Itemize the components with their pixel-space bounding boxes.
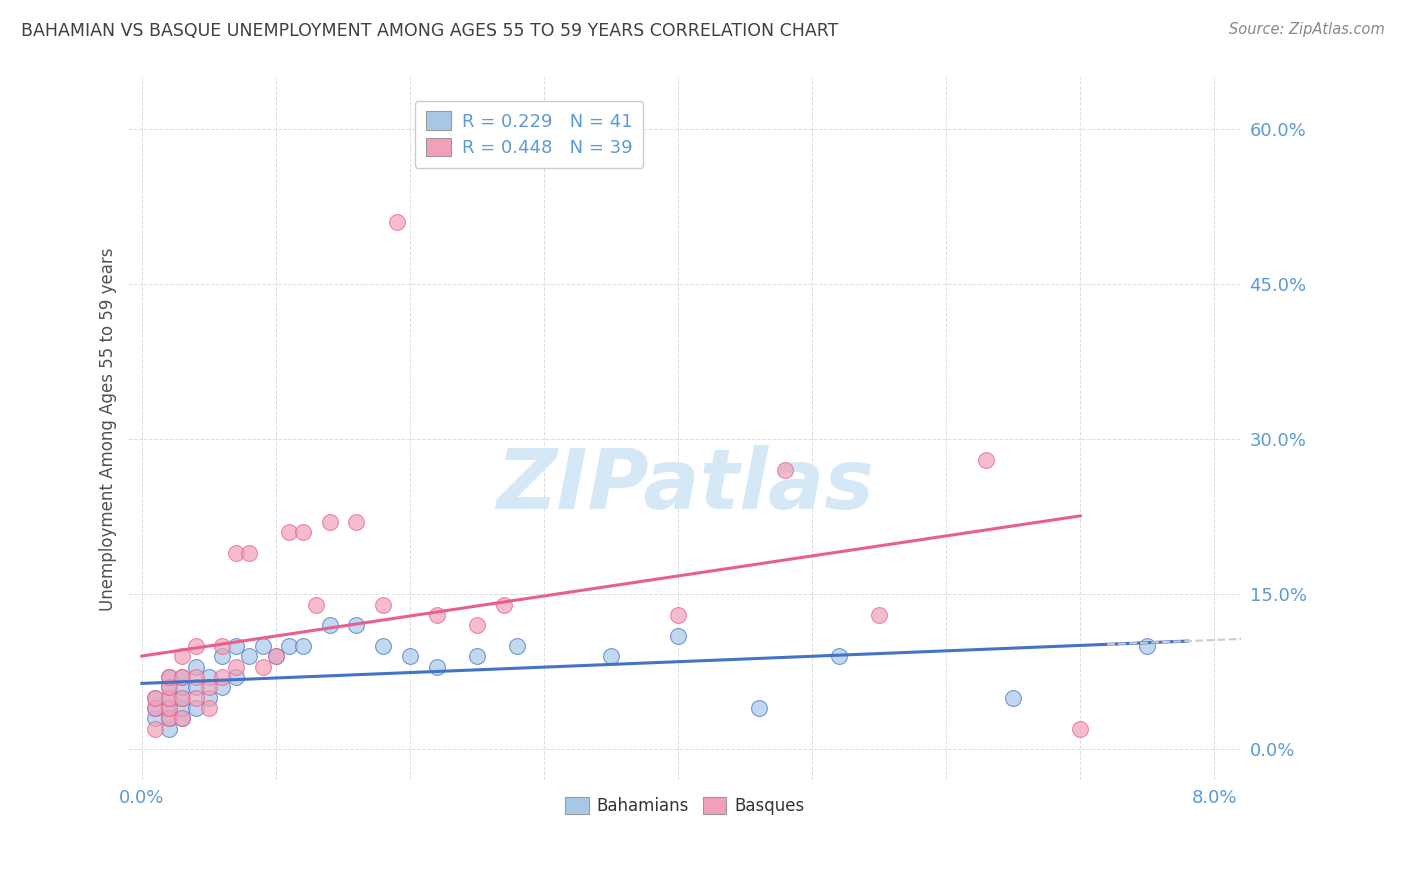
Point: [143, 722, 166, 736]
Point: [143, 690, 166, 705]
Point: [157, 680, 180, 694]
Point: [143, 690, 166, 705]
Point: [775, 463, 797, 477]
Point: [278, 525, 301, 540]
Point: [143, 701, 166, 715]
Point: [373, 639, 395, 653]
Point: [426, 607, 449, 622]
Point: [172, 670, 194, 684]
Point: [184, 701, 207, 715]
Point: [399, 649, 422, 664]
Point: [198, 690, 221, 705]
Point: [305, 598, 328, 612]
Point: [264, 649, 287, 664]
Point: [344, 618, 367, 632]
Point: [157, 690, 180, 705]
Point: [225, 670, 247, 684]
Point: [198, 701, 221, 715]
Point: [157, 670, 180, 684]
Point: [252, 639, 274, 653]
Point: [373, 598, 395, 612]
Point: [143, 701, 166, 715]
Point: [225, 659, 247, 673]
Point: [225, 639, 247, 653]
Point: [157, 701, 180, 715]
Point: [211, 670, 233, 684]
Point: [748, 701, 770, 715]
Point: [211, 649, 233, 664]
Point: [1002, 690, 1025, 705]
Point: [172, 670, 194, 684]
Point: [264, 649, 287, 664]
Point: [184, 639, 207, 653]
Point: [157, 670, 180, 684]
Point: [666, 607, 689, 622]
Point: [172, 680, 194, 694]
Point: [172, 690, 194, 705]
Point: [184, 659, 207, 673]
Point: [157, 711, 180, 725]
Y-axis label: Unemployment Among Ages 55 to 59 years: Unemployment Among Ages 55 to 59 years: [100, 247, 117, 611]
Point: [828, 649, 851, 664]
Point: [426, 659, 449, 673]
Point: [291, 525, 314, 540]
Point: [291, 639, 314, 653]
Point: [172, 649, 194, 664]
Point: [238, 649, 260, 664]
Point: [157, 690, 180, 705]
Point: [172, 711, 194, 725]
Point: [252, 659, 274, 673]
Point: [465, 618, 488, 632]
Point: [976, 453, 998, 467]
Point: [211, 680, 233, 694]
Text: ZIPatlas: ZIPatlas: [496, 444, 873, 525]
Text: BAHAMIAN VS BASQUE UNEMPLOYMENT AMONG AGES 55 TO 59 YEARS CORRELATION CHART: BAHAMIAN VS BASQUE UNEMPLOYMENT AMONG AG…: [21, 22, 838, 40]
Point: [318, 515, 340, 529]
Point: [868, 607, 890, 622]
Point: [225, 546, 247, 560]
Point: [172, 701, 194, 715]
Point: [238, 546, 260, 560]
Point: [211, 639, 233, 653]
Point: [465, 649, 488, 664]
Point: [172, 711, 194, 725]
Point: [385, 215, 408, 229]
Legend: Bahamians, Basques: Bahamians, Basques: [555, 787, 814, 825]
Point: [157, 711, 180, 725]
Point: [184, 680, 207, 694]
Point: [318, 618, 340, 632]
Point: [278, 639, 301, 653]
Point: [184, 690, 207, 705]
Point: [198, 680, 221, 694]
Point: [1136, 639, 1159, 653]
Point: [666, 629, 689, 643]
Point: [492, 598, 515, 612]
Point: [157, 701, 180, 715]
Point: [143, 711, 166, 725]
Point: [506, 639, 529, 653]
Point: [184, 670, 207, 684]
Point: [157, 722, 180, 736]
Point: [344, 515, 367, 529]
Point: [172, 690, 194, 705]
Point: [198, 670, 221, 684]
Point: [157, 680, 180, 694]
Point: [600, 649, 623, 664]
Text: Source: ZipAtlas.com: Source: ZipAtlas.com: [1229, 22, 1385, 37]
Point: [1069, 722, 1091, 736]
